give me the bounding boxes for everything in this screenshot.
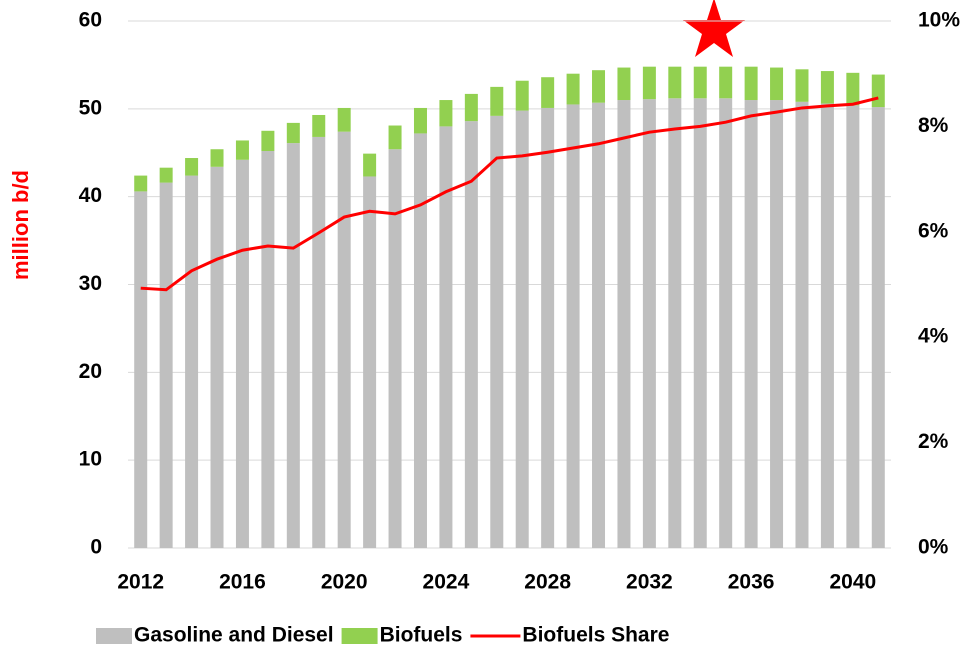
bar [795, 69, 809, 102]
bar [464, 121, 478, 548]
bar [693, 66, 707, 99]
legend-label: Gasoline and Diesel [134, 624, 334, 647]
bar [693, 98, 707, 548]
x-tick-label: 2020 [321, 571, 368, 594]
bar [592, 70, 606, 103]
bar [592, 102, 606, 548]
bar [668, 66, 682, 99]
y-tick-label: 0 [90, 536, 102, 559]
bar [363, 153, 377, 177]
y2-tick-label: 6% [918, 219, 949, 242]
bar [719, 66, 733, 99]
bar [312, 114, 326, 137]
bar [515, 80, 529, 111]
bar [235, 140, 249, 160]
x-tick-label: 2036 [728, 571, 775, 594]
y-tick-label: 40 [79, 184, 102, 207]
bar [770, 67, 784, 101]
x-tick-label: 2028 [524, 571, 571, 594]
y-tick-label: 60 [79, 9, 102, 32]
star-icon [683, 0, 745, 57]
y2-tick-label: 10% [918, 9, 960, 32]
bar [439, 100, 453, 127]
y-axis-label: million b/d [8, 170, 33, 280]
bar [413, 133, 427, 548]
bar [820, 71, 834, 104]
bar [642, 66, 656, 100]
bar [413, 107, 427, 134]
bar [337, 107, 351, 132]
bar [617, 100, 631, 549]
y-tick-label: 20 [79, 360, 102, 383]
bar [541, 107, 555, 548]
legend-swatch [96, 628, 132, 644]
bar [235, 159, 249, 548]
bar [159, 182, 173, 548]
y2-tick-label: 4% [918, 325, 949, 348]
legend-label: Biofuels [380, 624, 463, 647]
y-tick-label: 10 [79, 448, 102, 471]
bar [286, 143, 300, 549]
y2-tick-label: 0% [918, 536, 949, 559]
bar [871, 74, 885, 108]
y2-tick-label: 2% [918, 430, 949, 453]
bar [719, 98, 733, 548]
bar [795, 101, 809, 548]
bar [490, 86, 504, 116]
y-tick-label: 30 [79, 272, 102, 295]
x-tick-label: 2040 [829, 571, 876, 594]
bar [261, 130, 275, 151]
bar [134, 191, 148, 548]
bar [363, 176, 377, 548]
bar [210, 149, 224, 167]
x-tick-label: 2032 [626, 571, 673, 594]
bar [642, 99, 656, 549]
bar [566, 104, 580, 549]
bar [820, 103, 834, 549]
bar [490, 115, 504, 549]
bar [770, 100, 784, 549]
bar [261, 150, 275, 548]
bar [871, 107, 885, 549]
bar [337, 131, 351, 549]
bar [464, 93, 478, 122]
bar [439, 126, 453, 549]
bar [846, 72, 860, 106]
bar [541, 77, 555, 108]
bar [134, 175, 148, 192]
bar [846, 105, 860, 548]
y2-tick-label: 8% [918, 114, 949, 137]
bar [286, 122, 300, 144]
bar [744, 100, 758, 549]
line [140, 96, 879, 292]
bar [515, 110, 529, 548]
legend-label: Biofuels Share [522, 624, 669, 647]
bar [312, 136, 326, 548]
bar [388, 125, 402, 150]
bar [617, 67, 631, 101]
x-tick-label: 2012 [117, 571, 164, 594]
bar [668, 98, 682, 548]
bar [185, 158, 199, 176]
legend-swatch [341, 628, 378, 644]
bar [210, 166, 224, 548]
bar [566, 73, 580, 105]
bar [388, 149, 402, 548]
bar [185, 175, 199, 548]
x-tick-label: 2024 [423, 571, 470, 594]
y-tick-label: 50 [79, 96, 102, 119]
bar [744, 66, 758, 101]
bar [159, 167, 173, 183]
x-tick-label: 2016 [219, 571, 266, 594]
